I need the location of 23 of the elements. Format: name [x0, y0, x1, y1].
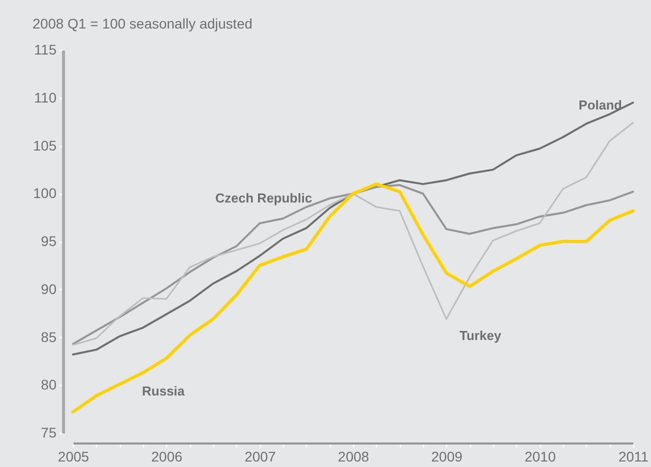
series-label: Czech Republic [215, 190, 312, 206]
y-axis-title: 2008 Q1 = 100 seasonally adjusted [32, 16, 252, 32]
y-tick-label: 85 [40, 328, 57, 345]
y-tick-label: 105 [33, 137, 57, 154]
x-tick-label: 2010 [524, 448, 556, 464]
x-tick-label: 2007 [244, 448, 276, 464]
x-tick-label: 2011 [618, 448, 649, 464]
y-tick-label: 110 [34, 89, 57, 106]
y-tick-label: 80 [40, 376, 57, 393]
x-tick-label: 2008 [338, 448, 370, 464]
line-series [71, 182, 635, 414]
series-label: Turkey [459, 328, 502, 344]
line-series [72, 184, 634, 345]
y-tick-label: 100 [33, 185, 57, 202]
y-tick-label: 115 [34, 42, 57, 58]
series-label: Poland [578, 98, 622, 113]
y-tick-label: 95 [40, 233, 57, 249]
x-tick-label: 2005 [58, 448, 90, 464]
x-tick-label: 2006 [151, 448, 183, 464]
series-label: Russia [142, 383, 186, 398]
y-tick-label: 90 [40, 280, 57, 297]
x-tick-label: 2009 [431, 448, 463, 464]
y-tick-label: 75 [40, 424, 57, 440]
